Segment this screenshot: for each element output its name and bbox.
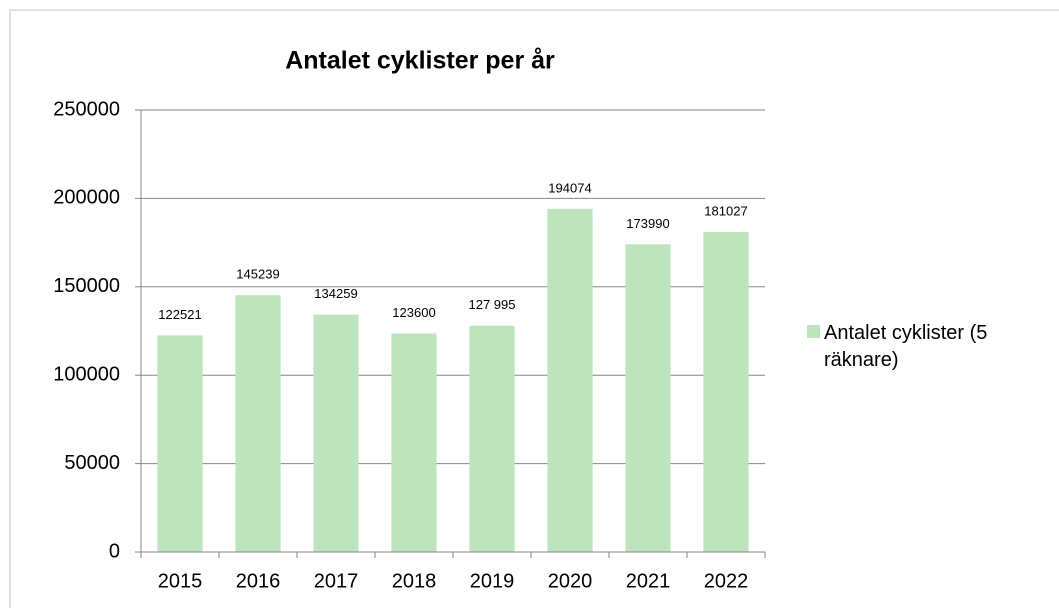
data-label: 181027: [704, 203, 747, 218]
data-label: 122521: [158, 307, 201, 322]
x-tick-label: 2021: [626, 570, 671, 592]
data-label: 145239: [236, 267, 279, 282]
bar: [157, 335, 203, 552]
legend-label: Antalet cyklister (5 räknare): [824, 322, 988, 371]
x-tick-label: 2015: [158, 570, 203, 592]
bar: [625, 244, 671, 552]
chart-title: Antalet cyklister per år: [285, 47, 555, 75]
y-tick-label: 150000: [53, 275, 120, 297]
y-tick-label: 100000: [53, 363, 120, 385]
legend-swatch: [807, 325, 820, 338]
y-tick-label: 0: [109, 540, 120, 562]
data-label: 134259: [314, 286, 357, 301]
y-tick-label: 250000: [53, 98, 120, 120]
bar: [391, 333, 437, 552]
x-tick-label: 2018: [392, 570, 437, 592]
x-tick-label: 2019: [470, 570, 515, 592]
data-label: 173990: [626, 216, 669, 231]
bar: [235, 295, 281, 552]
x-tick-label: 2017: [314, 570, 359, 592]
bar: [703, 231, 749, 552]
bar: [469, 325, 515, 552]
y-tick-label: 50000: [64, 452, 120, 474]
x-tick-label: 2016: [236, 570, 281, 592]
data-label: 194074: [548, 180, 591, 195]
data-label: 123600: [392, 305, 435, 320]
bar: [313, 314, 359, 552]
x-tick-label: 2022: [704, 570, 749, 592]
data-label: 127 995: [469, 297, 516, 312]
y-tick-label: 200000: [53, 187, 120, 209]
bar: [547, 208, 593, 552]
x-tick-label: 2020: [548, 570, 593, 592]
